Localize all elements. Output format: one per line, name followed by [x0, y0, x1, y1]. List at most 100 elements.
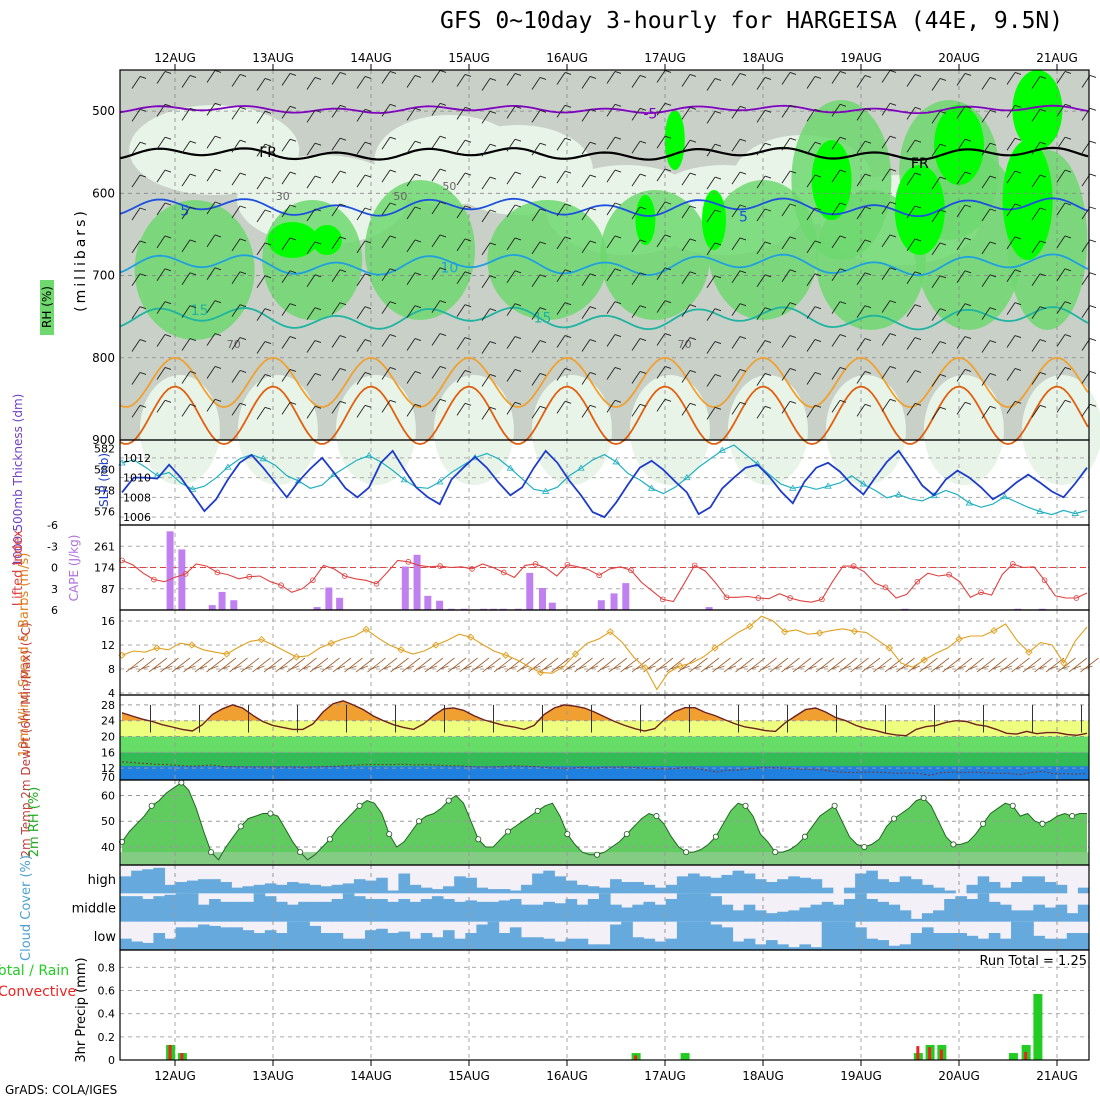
contour-label: FR: [259, 145, 277, 161]
wind-barb: [1006, 302, 1022, 315]
wind-barb: [556, 302, 572, 315]
cloud-high-column: [142, 869, 154, 894]
cloud-low-column: [799, 944, 812, 950]
wind-barb: [306, 175, 322, 189]
cloud-low-column: [598, 944, 611, 950]
wind-barb: [731, 270, 747, 284]
wind-barb: [656, 267, 672, 281]
pressure-tick: 900: [92, 433, 115, 447]
thickness-tick: 582: [94, 442, 115, 455]
wind-barb: [606, 136, 622, 150]
wind-barb: [631, 75, 647, 88]
wind-speed-marker: [641, 664, 649, 672]
wind-barb: [306, 274, 322, 288]
wind-barb: [681, 172, 697, 186]
wind-barb: [956, 369, 972, 382]
rh-saturated-blob: [1012, 70, 1063, 150]
cloud-high-column: [320, 886, 333, 894]
wind-tick: 4: [108, 687, 115, 700]
wind-speed-marker: [990, 626, 998, 635]
pressure-tick: 600: [92, 186, 115, 200]
wind-barb: [706, 143, 722, 157]
wind-barb-10m: [263, 657, 283, 673]
wind-barb: [481, 143, 497, 157]
wind-barb: [781, 302, 797, 315]
wind-barb: [756, 142, 772, 156]
wind-barb: [806, 372, 822, 385]
wind-barb: [706, 275, 722, 289]
wind-barb: [181, 239, 197, 253]
cloud-high-column: [1011, 882, 1023, 894]
wind-barb: [656, 366, 672, 379]
cloud-low-column: [1066, 933, 1079, 950]
wind-barb-10m: [1057, 657, 1076, 673]
cloud-low-column: [164, 938, 177, 950]
wind-barb: [156, 399, 172, 413]
wind-barb-10m: [298, 657, 317, 673]
cloud-middle-column: [576, 904, 589, 922]
rh2m-marker: [237, 823, 244, 830]
wind-barb: [1006, 269, 1022, 283]
rh-saturated-blob: [811, 140, 852, 220]
cloud-high-column: [331, 884, 344, 894]
cloud-high-column: [621, 882, 633, 894]
wind-barb: [581, 404, 597, 418]
cloud-low-column: [298, 921, 310, 950]
wind-barb: [631, 338, 647, 351]
wind-barb: [1031, 174, 1047, 188]
wind-barb: [1056, 235, 1072, 249]
wind-barb: [831, 301, 847, 314]
wind-barb-10m: [769, 657, 789, 673]
wind-barb-10m: [470, 657, 490, 673]
wind-barb: [331, 72, 347, 85]
cape-bar: [218, 591, 226, 610]
wind-barb: [456, 74, 472, 87]
wind-barb: [181, 206, 197, 220]
precip-tick: 0: [108, 1054, 115, 1067]
thickness-tick: 576: [94, 505, 115, 518]
wind-barb: [431, 168, 447, 182]
wind-barb: [231, 337, 247, 350]
wind-barb: [681, 74, 697, 87]
precip-tick: 0.6: [98, 985, 116, 998]
wind-barb: [206, 70, 222, 83]
wind-speed-marker: [920, 656, 928, 664]
wind-barb: [481, 209, 497, 223]
cloud-low-column: [877, 940, 890, 950]
cloud-high-column: [676, 876, 689, 894]
cloud-low-column: [676, 921, 689, 950]
wind-barb: [556, 137, 572, 151]
wind-barb: [406, 338, 422, 351]
wind-barb: [656, 333, 672, 346]
contour-label: 30: [276, 190, 290, 203]
wind-barb: [581, 306, 597, 319]
precip-convective-bar: [928, 1047, 932, 1060]
wind-barb: [181, 403, 197, 417]
wind-barb: [656, 398, 672, 412]
wind-barb-10m: [654, 657, 674, 673]
thickness-slp-plot: [118, 440, 1089, 525]
wind-barb: [331, 269, 347, 283]
slp-tick: 1012: [123, 452, 151, 465]
wind-barb: [856, 140, 872, 154]
wind-barb: [631, 173, 647, 187]
wind-barb: [456, 402, 472, 416]
cloud-high-column: [298, 883, 310, 894]
wind-barb: [356, 207, 372, 221]
wind-barb: [331, 400, 347, 414]
wind-barb: [756, 241, 772, 255]
lifted-index-marker: [310, 577, 316, 584]
wind-barb: [831, 399, 847, 413]
wind-barb-10m: [804, 657, 823, 673]
isotherm-line: [119, 104, 1089, 115]
wind-barb-10m: [551, 657, 570, 673]
wind10m-plot: [118, 610, 1099, 695]
wind-barb: [381, 399, 397, 413]
wind-barb-10m: [712, 657, 731, 673]
cape-bar: [901, 608, 909, 610]
cloud-middle-column: [1077, 904, 1090, 922]
cape-bar: [597, 600, 605, 610]
wind-barb: [131, 306, 147, 319]
precip-convective-bar: [168, 1044, 172, 1060]
wind-barb: [531, 175, 547, 189]
